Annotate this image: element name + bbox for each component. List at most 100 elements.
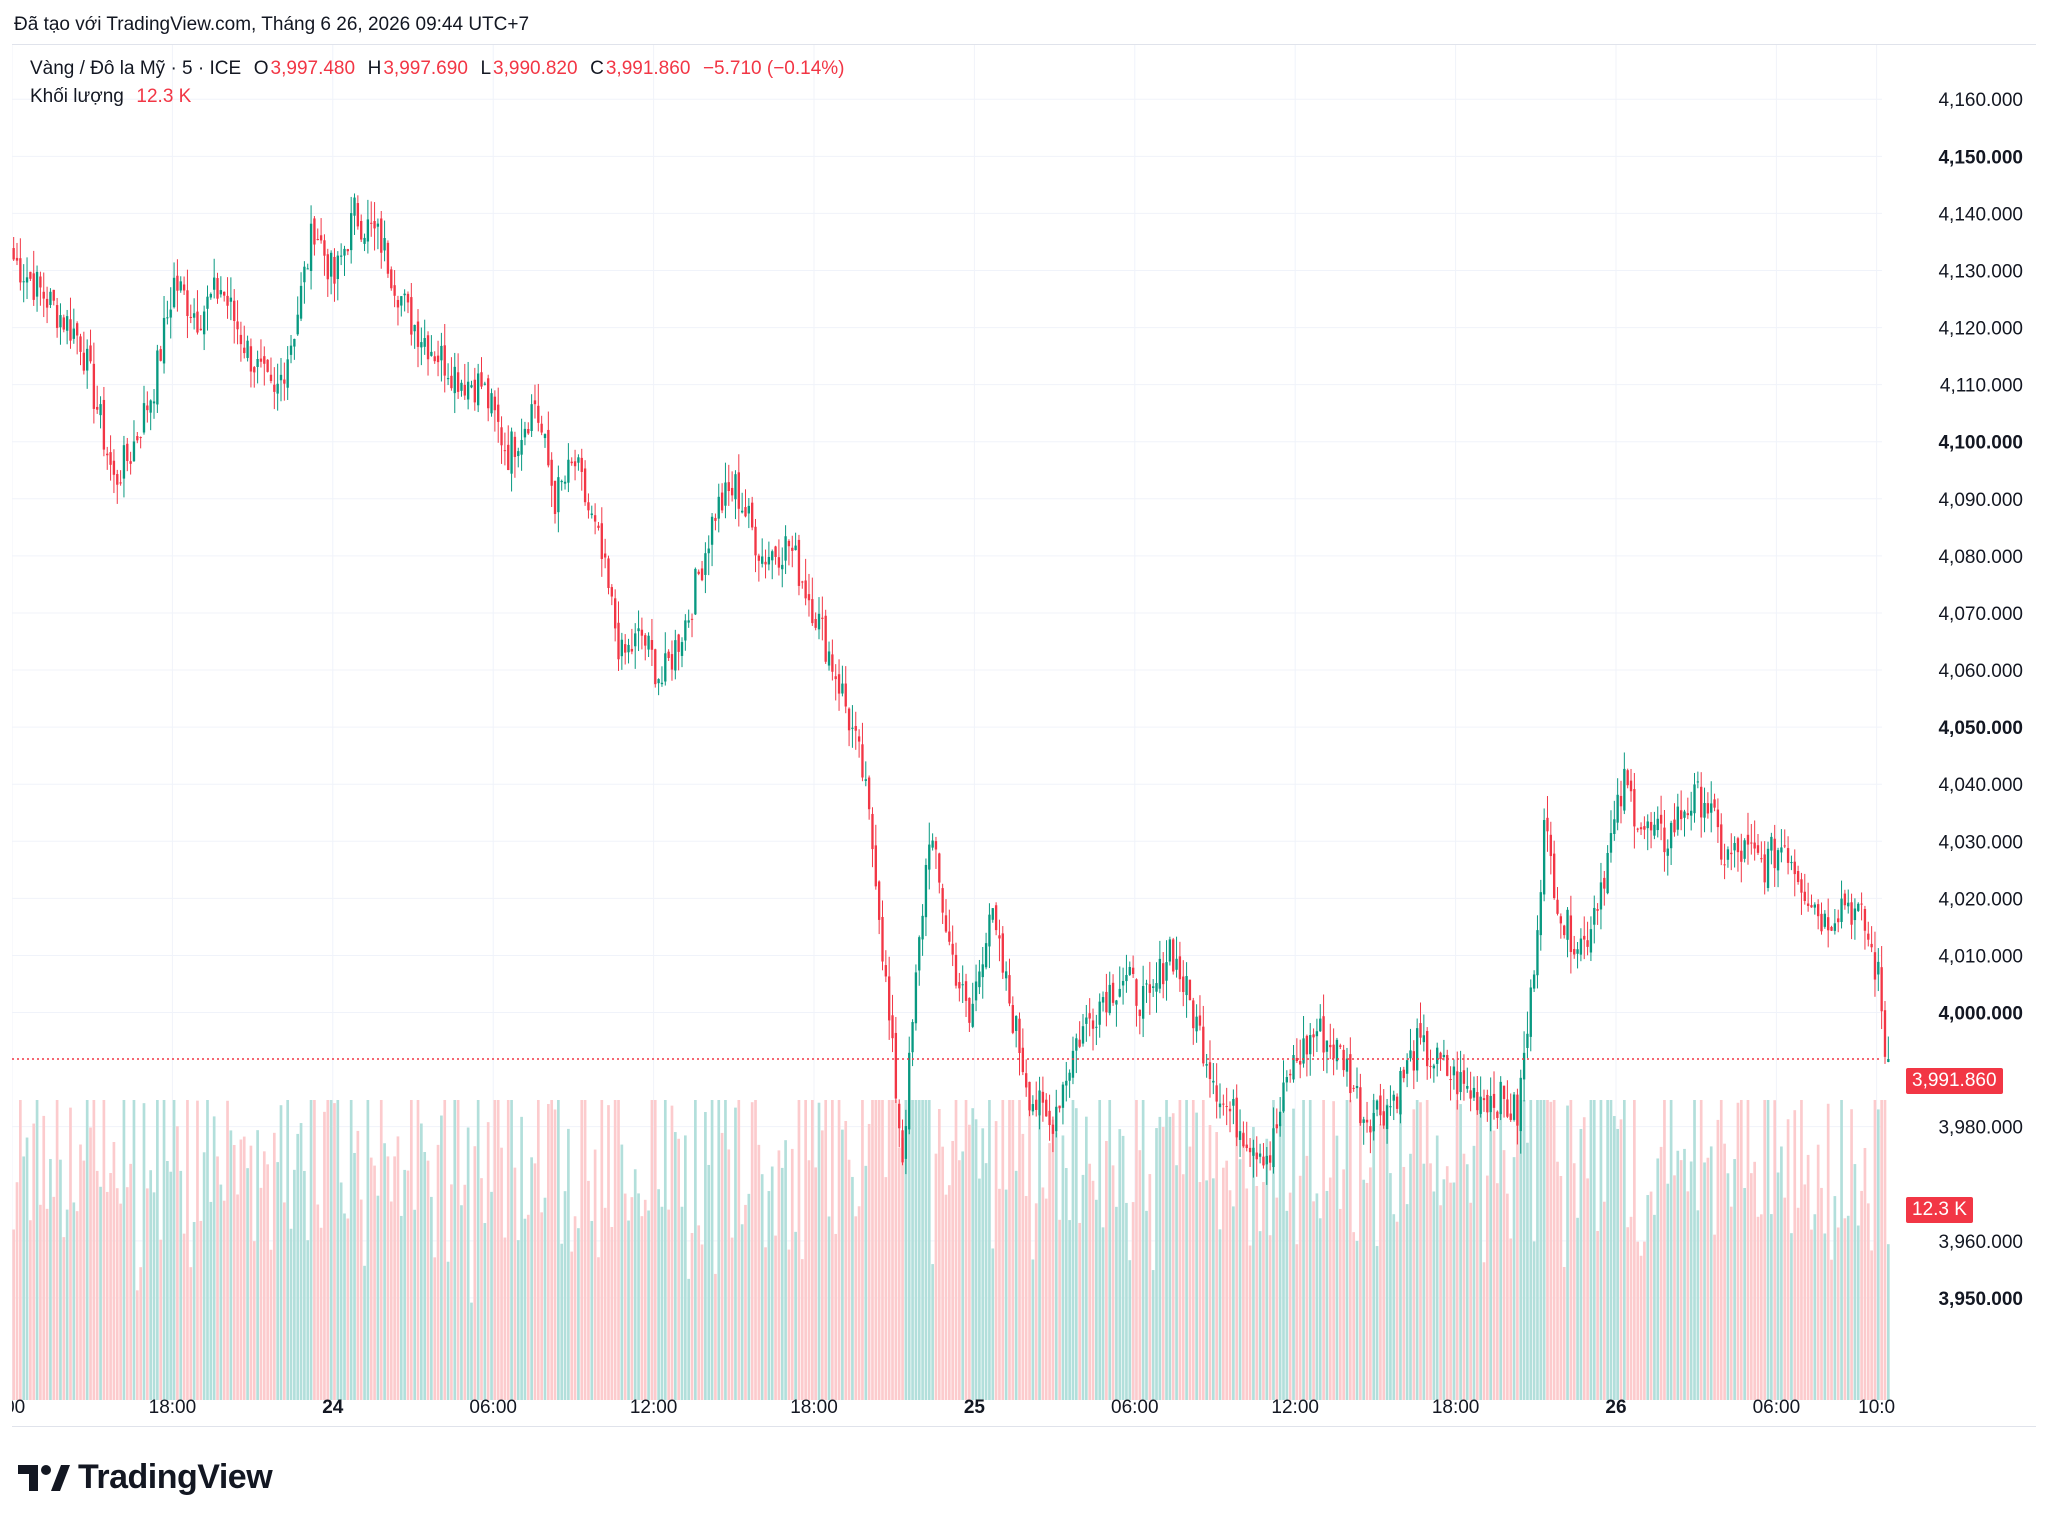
time-axis-label: 12:00 bbox=[1271, 1397, 1319, 1418]
volume-bar bbox=[1803, 1184, 1807, 1400]
candle-body bbox=[259, 358, 263, 362]
volume-bar bbox=[887, 1100, 891, 1400]
candle-body bbox=[1252, 1147, 1255, 1156]
candle-body bbox=[864, 779, 867, 781]
volume-bar bbox=[1101, 1227, 1105, 1400]
volume-bar bbox=[423, 1152, 427, 1400]
volume-bar bbox=[1429, 1163, 1432, 1400]
volume-bar bbox=[640, 1216, 644, 1400]
candle-body bbox=[1392, 1094, 1395, 1101]
volume-bar bbox=[29, 1220, 32, 1400]
price-chart[interactable]: 4,160.000 4,150.000 4,140.000 4,130.000 4,12… bbox=[12, 45, 2036, 1426]
candle-body bbox=[537, 405, 540, 423]
candle-body bbox=[1135, 979, 1138, 1006]
symbol-label[interactable]: Vàng / Đô la Mỹ · 5 · ICE bbox=[30, 58, 242, 79]
candle-body bbox=[1379, 1095, 1382, 1116]
candle-body bbox=[687, 620, 690, 623]
candle-body bbox=[791, 547, 794, 551]
volume-bar bbox=[1004, 1189, 1008, 1400]
volume-label[interactable]: Khối lượng bbox=[30, 86, 124, 107]
volume-bar bbox=[393, 1156, 396, 1400]
volume-bar bbox=[1589, 1100, 1593, 1400]
candle-body bbox=[637, 628, 640, 632]
volume-bar bbox=[1211, 1178, 1215, 1400]
volume-bar bbox=[680, 1206, 684, 1400]
candle-body bbox=[610, 587, 613, 597]
candle-body bbox=[1098, 1001, 1101, 1025]
volume-bar bbox=[1068, 1220, 1071, 1400]
candle-body bbox=[1599, 882, 1603, 910]
candle-body bbox=[664, 653, 667, 682]
candle-body bbox=[1696, 781, 1700, 783]
candle-body bbox=[146, 405, 149, 411]
volume-bar bbox=[1689, 1161, 1693, 1400]
candle-body bbox=[1178, 956, 1182, 980]
volume-bar bbox=[55, 1100, 59, 1400]
volume-bar bbox=[52, 1196, 56, 1400]
candle-body bbox=[156, 350, 159, 405]
candle-body bbox=[1162, 963, 1165, 985]
volume-bar bbox=[166, 1161, 169, 1400]
candle-body bbox=[443, 345, 446, 376]
volume-bar bbox=[179, 1170, 183, 1400]
candle-body bbox=[1756, 845, 1760, 853]
candle-body bbox=[543, 434, 547, 439]
chart-area[interactable]: 4,160.000 4,150.000 4,140.000 4,130.000 4,12… bbox=[12, 44, 2036, 1427]
candle-body bbox=[333, 256, 336, 284]
candle-body bbox=[961, 984, 964, 986]
volume-bar bbox=[1843, 1218, 1847, 1400]
volume-bar bbox=[526, 1214, 530, 1400]
candle-body bbox=[353, 197, 356, 216]
candle-body bbox=[346, 249, 350, 252]
candle-body bbox=[1061, 1084, 1065, 1108]
volume-bar bbox=[777, 1150, 781, 1400]
volume-bar bbox=[834, 1233, 838, 1400]
candle-body bbox=[1462, 1070, 1466, 1084]
candle-body bbox=[624, 644, 627, 653]
candle-body bbox=[216, 278, 219, 299]
price-axis-label: 4,060.000 bbox=[1938, 661, 2023, 682]
volume-bar bbox=[1412, 1109, 1416, 1400]
candle-body bbox=[62, 317, 65, 330]
candle-body bbox=[356, 203, 360, 227]
candle-body bbox=[1559, 916, 1563, 924]
volume-bar bbox=[249, 1145, 253, 1400]
candle-body bbox=[1105, 991, 1108, 1013]
volume-bar bbox=[727, 1149, 731, 1400]
volume-bar bbox=[450, 1184, 453, 1400]
volume-bar bbox=[1743, 1187, 1746, 1400]
candle-body bbox=[256, 359, 259, 367]
candle-body bbox=[751, 502, 754, 528]
candle-body bbox=[754, 526, 757, 556]
candle-body bbox=[426, 335, 430, 360]
volume-bar bbox=[1342, 1169, 1345, 1400]
volume-bar bbox=[1078, 1222, 1081, 1400]
candle-body bbox=[35, 271, 39, 297]
candle-body bbox=[1065, 1080, 1068, 1086]
candle-body bbox=[1519, 1077, 1522, 1132]
volume-bar bbox=[1653, 1214, 1656, 1400]
candle-body bbox=[1419, 1023, 1422, 1038]
volume-bar bbox=[1529, 1100, 1533, 1400]
volume-bar bbox=[1402, 1166, 1406, 1400]
volume-bar bbox=[1382, 1112, 1386, 1400]
volume-bar bbox=[1322, 1100, 1325, 1400]
volume-bar bbox=[754, 1100, 757, 1400]
candle-body bbox=[1292, 1055, 1295, 1080]
volume-bar bbox=[353, 1152, 356, 1400]
candle-body bbox=[817, 613, 821, 630]
volume-bar bbox=[1188, 1146, 1192, 1400]
candle-body bbox=[483, 383, 487, 385]
candle-body bbox=[807, 594, 811, 601]
candle-body bbox=[517, 451, 520, 457]
candle-body bbox=[781, 564, 784, 570]
volume-bar bbox=[1091, 1180, 1095, 1400]
volume-bar bbox=[881, 1100, 884, 1400]
volume-bar bbox=[907, 1100, 911, 1400]
volume-bar bbox=[1669, 1100, 1673, 1400]
volume-bar bbox=[1389, 1173, 1392, 1400]
candle-body bbox=[487, 378, 490, 409]
candle-body bbox=[1820, 913, 1823, 932]
candle-body bbox=[1088, 1013, 1091, 1019]
candle-body bbox=[376, 223, 380, 227]
